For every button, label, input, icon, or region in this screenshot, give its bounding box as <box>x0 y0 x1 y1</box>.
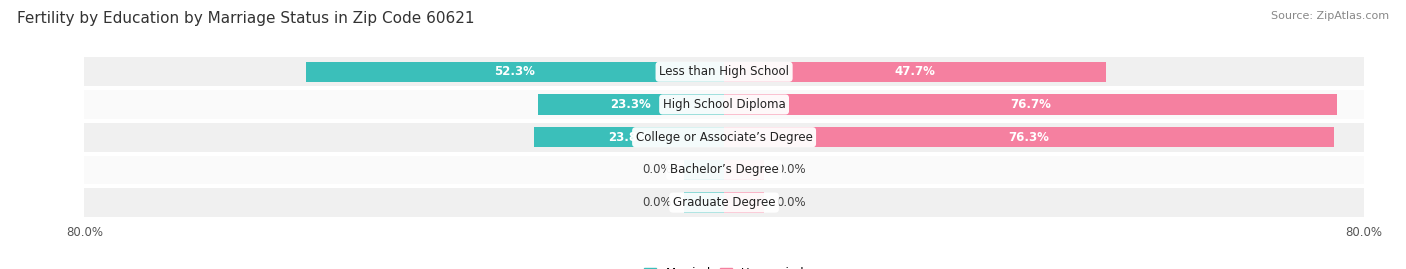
Bar <box>724 94 1337 115</box>
Bar <box>84 90 1364 119</box>
Bar <box>685 160 724 180</box>
Bar <box>685 192 724 213</box>
Text: 0.0%: 0.0% <box>776 196 806 209</box>
Bar <box>534 127 724 147</box>
Bar <box>84 155 1364 184</box>
Text: 47.7%: 47.7% <box>894 65 935 78</box>
Text: 0.0%: 0.0% <box>643 163 672 176</box>
Text: 23.3%: 23.3% <box>610 98 651 111</box>
Bar <box>84 57 1364 86</box>
Text: College or Associate’s Degree: College or Associate’s Degree <box>636 131 813 144</box>
Bar <box>724 160 763 180</box>
Text: 52.3%: 52.3% <box>495 65 536 78</box>
Text: Source: ZipAtlas.com: Source: ZipAtlas.com <box>1271 11 1389 21</box>
Text: 0.0%: 0.0% <box>776 163 806 176</box>
Text: 76.3%: 76.3% <box>1008 131 1050 144</box>
Bar <box>724 127 1334 147</box>
Bar <box>724 62 1105 82</box>
Text: Less than High School: Less than High School <box>659 65 789 78</box>
Text: Graduate Degree: Graduate Degree <box>673 196 775 209</box>
Text: 23.8%: 23.8% <box>609 131 650 144</box>
Text: High School Diploma: High School Diploma <box>662 98 786 111</box>
Bar <box>724 192 763 213</box>
Legend: Married, Unmarried: Married, Unmarried <box>640 262 808 269</box>
Bar <box>84 123 1364 151</box>
Bar <box>537 94 724 115</box>
Text: Fertility by Education by Marriage Status in Zip Code 60621: Fertility by Education by Marriage Statu… <box>17 11 474 26</box>
Text: 0.0%: 0.0% <box>643 196 672 209</box>
Text: 76.7%: 76.7% <box>1011 98 1052 111</box>
Text: Bachelor’s Degree: Bachelor’s Degree <box>669 163 779 176</box>
Bar <box>307 62 724 82</box>
Bar <box>84 188 1364 217</box>
